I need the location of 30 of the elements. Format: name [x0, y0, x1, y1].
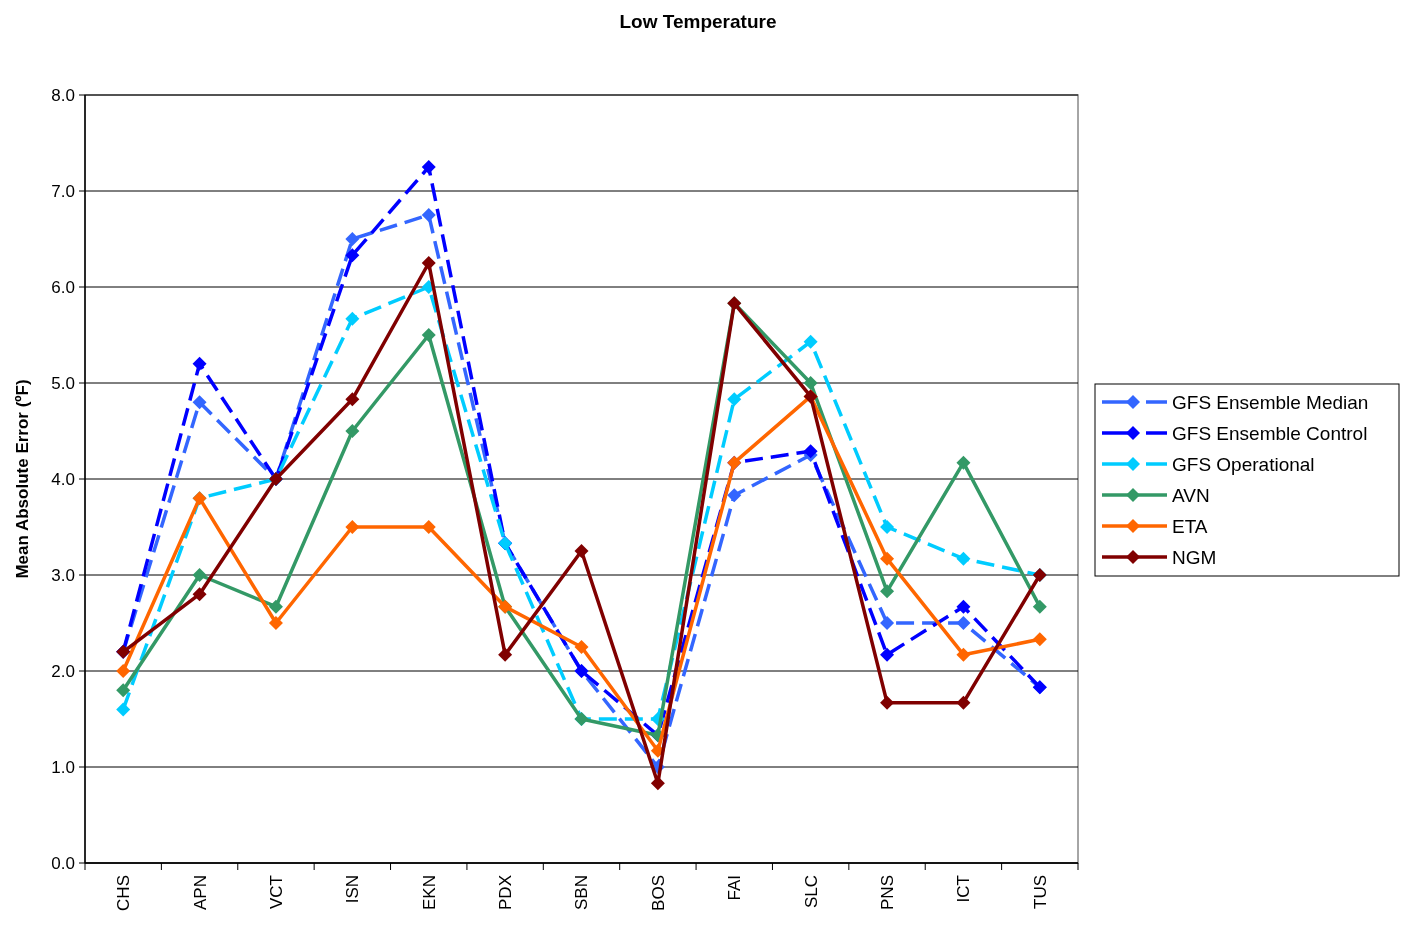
legend-label: NGM [1172, 546, 1217, 568]
y-tick-label: 3.0 [51, 565, 75, 585]
x-tick-label: SBN [572, 875, 592, 910]
x-tick-label: TUS [1030, 875, 1050, 909]
x-tick-label: PNS [877, 875, 897, 910]
x-tick-label: ICT [954, 875, 974, 903]
legend-label: ETA [1172, 515, 1208, 537]
x-tick-label: SLC [801, 875, 821, 909]
legend-label: GFS Ensemble Control [1172, 422, 1368, 444]
y-tick-label: 0.0 [51, 853, 75, 873]
y-tick-label: 4.0 [51, 469, 75, 489]
x-tick-label: VCT [266, 875, 286, 909]
x-tick-label: EKN [419, 875, 439, 910]
y-tick-label: 8.0 [51, 85, 75, 105]
y-tick-label: 6.0 [51, 277, 75, 297]
chart-title: Low Temperature [619, 11, 777, 32]
x-tick-label: ISN [343, 875, 363, 904]
x-tick-label: FAI [725, 875, 745, 901]
y-axis-title: Mean Absolute Error (ºF) [13, 379, 32, 579]
legend-label: GFS Ensemble Median [1172, 391, 1369, 413]
x-tick-label: PDX [496, 875, 516, 910]
x-tick-label: APN [190, 875, 210, 910]
legend-label: AVN [1172, 484, 1210, 506]
y-tick-label: 5.0 [51, 373, 75, 393]
x-tick-label: CHS [114, 875, 134, 911]
legend-label: GFS Operational [1172, 453, 1315, 475]
y-tick-label: 1.0 [51, 757, 75, 777]
x-tick-label: BOS [648, 875, 668, 911]
y-tick-label: 2.0 [51, 661, 75, 681]
y-tick-label: 7.0 [51, 181, 75, 201]
